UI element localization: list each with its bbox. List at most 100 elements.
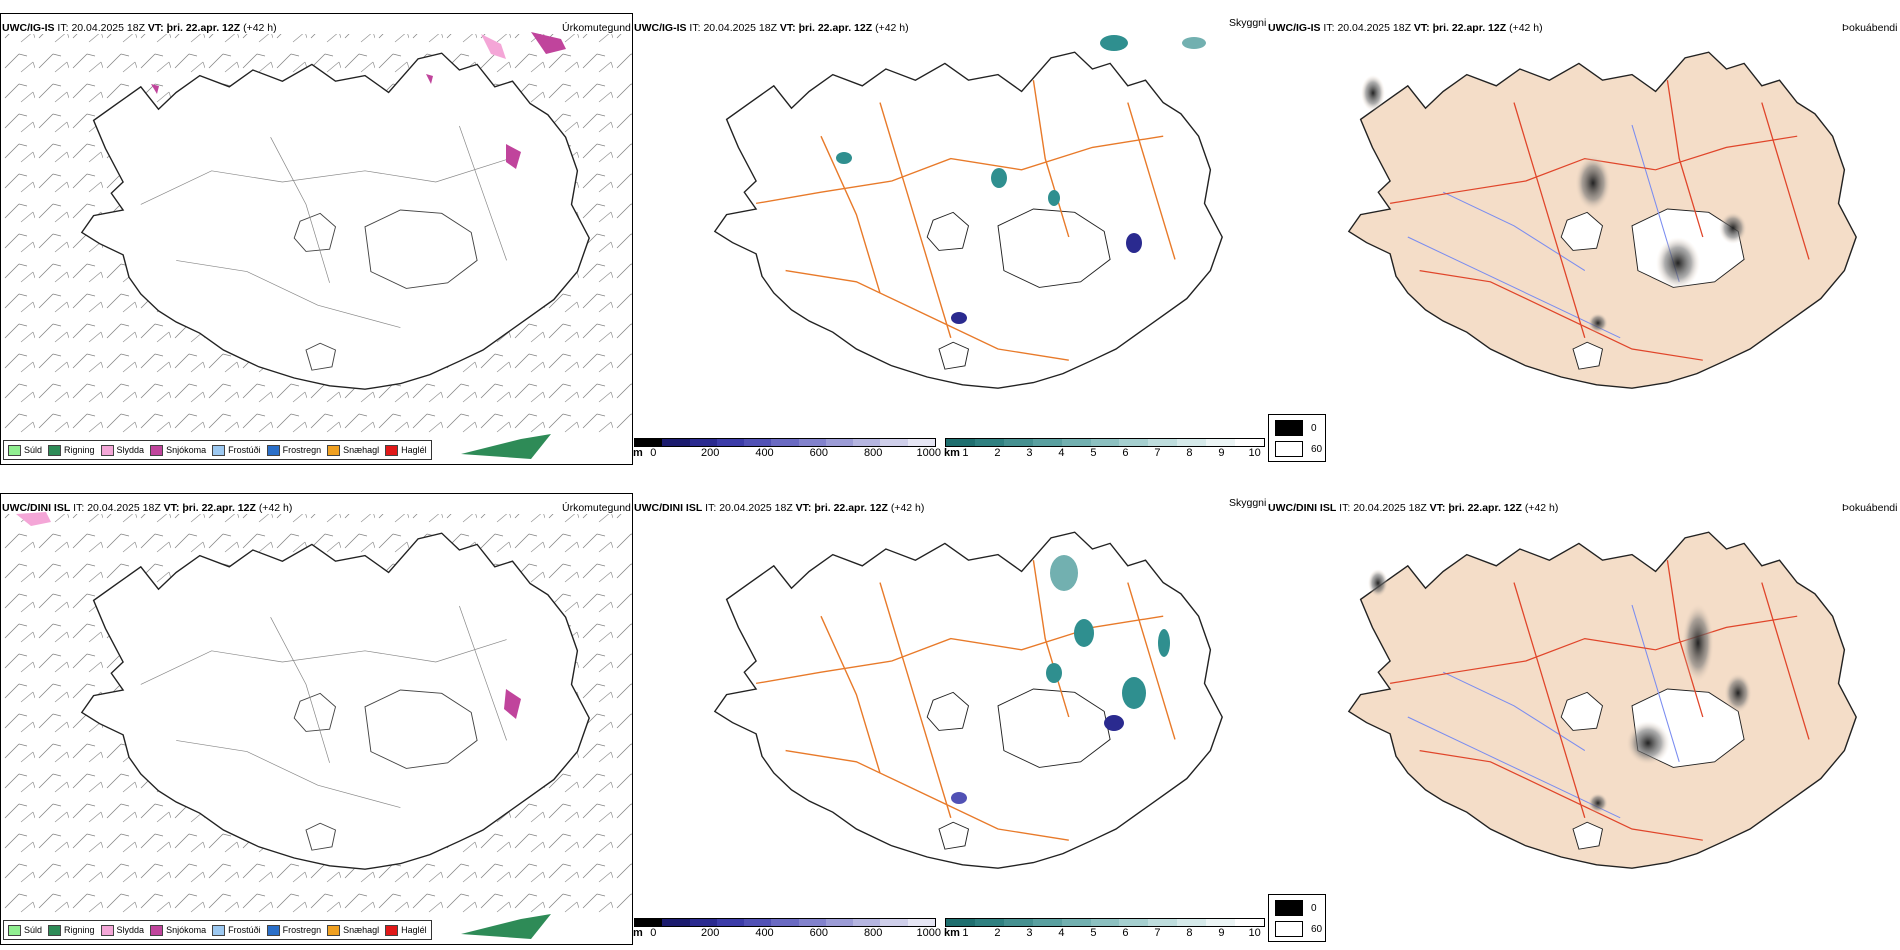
iceland-precip-map-row2 [1,494,633,945]
legend-item: Frostúði [212,444,261,456]
ceiling-panel-row2 [634,493,1267,945]
panel-header-row2-ceiling: UWC/DINI ISL IT: 20.04.2025 18Z VT: þri.… [634,502,924,514]
fog-high-label: 0 [1311,902,1317,914]
legend-swatch [8,444,21,456]
colorbar-segment [716,919,745,926]
colorbar-segment [689,919,717,926]
iceland-fog-map-row2 [1268,493,1900,945]
colorbar-segment [662,439,690,446]
colorbar-segment [689,439,717,446]
legend-item: Rigning [48,924,95,936]
vt-value: þri. 22.apr. 12Z [1432,22,1507,34]
legend-item: Slydda [100,924,145,936]
legend-item: Frostregn [266,924,321,936]
fog-low-label: 60 [1311,443,1323,455]
legend-swatch [150,444,164,456]
precip-panel-row1: Súld Rigning Slydda Snjókoma Frostúði Frostre… [0,13,633,465]
colorbar-tick: 0 [650,927,657,939]
ceiling-panel-row1 [634,13,1267,465]
colorbar-tick: 5 [1090,927,1097,939]
colorbar-tick: 10 [1248,927,1261,939]
colorbar-tick: 1000 [916,927,942,939]
iceland-precip-map-row1 [1,14,633,465]
colorbar-tick: 600 [809,447,829,459]
colorbar-segment [1061,919,1091,926]
panel-header-row1-fog: UWC/IG-IS IT: 20.04.2025 18Z VT: þri. 22… [1268,22,1543,34]
lead-time: (+42 h) [875,22,909,34]
vt-value: þri. 22.apr. 12Z [1448,502,1522,514]
colorbar-segment [635,439,663,446]
colorbar-segment [946,919,975,926]
colorbar-tick: 5 [1090,447,1097,459]
model-name: UWC/IG-IS [1268,22,1321,34]
colorbar-segment [635,919,663,926]
colorbar-segment [1148,439,1178,446]
ceiling-colorbar-row1: 0 200 400 600 800 1000 m [633,438,941,459]
vt-value: þri. 22.apr. 12Z [182,502,256,514]
colorbar-tick: 800 [864,927,883,939]
ceiling-title-row1: Skyggni [1229,17,1267,29]
lead-time: (+42 h) [890,502,925,514]
colorbar-tick: 9 [1218,927,1225,939]
legend-item: Súld [8,924,43,936]
legend-swatch [266,444,280,456]
colorbar-segment [1090,919,1120,926]
it-label: IT: [705,502,717,514]
legend-label: Slydda [116,925,145,935]
legend-swatch [212,924,226,936]
colorbar-tick: 3 [1026,447,1033,459]
fog-low-label: 60 [1311,923,1323,935]
colorbar-tick: 0 [650,447,657,459]
vt-value: þri. 22.apr. 12Z [166,22,241,34]
legend-swatch [150,924,164,936]
it-value: 20.04.2025 18Z [1337,22,1411,34]
it-label: IT: [1339,502,1351,514]
colorbar-segment [1177,919,1207,926]
fog-high-swatch [1275,900,1303,916]
fog-low-swatch [1275,921,1303,937]
colorbar-tick: 6 [1122,447,1129,459]
fog-high-swatch [1275,420,1303,436]
ceiling-colorbar-row2: 0 200 400 600 800 1000 m [633,918,941,939]
vt-value: þri. 22.apr. 12Z [814,502,888,514]
colorbar-segment [946,439,975,446]
colorbar-segment [1061,439,1091,446]
fog-panel-row1 [1268,13,1900,465]
lead-time: (+42 h) [1509,22,1543,34]
precip-type-legend: Súld Rigning Slydda Snjókoma Frostúði Frostre… [3,440,432,460]
colorbar-segment [1119,439,1149,446]
colorbar-segment [798,439,826,446]
iceland-ceiling-map-row2 [634,493,1267,945]
panel-header-row1-precip: UWC/IG-IS IT: 20.04.2025 18Z VT: þri. 22… [2,22,277,34]
colorbar-segment [974,919,1004,926]
colorbar-segment [1206,919,1236,926]
colorbar-segment [662,919,690,926]
precip-panel-row2: Súld Rigning Slydda Snjókoma Frostúði Frostre… [0,493,633,945]
legend-label: Súld [24,925,43,935]
legend-label: Snæhagl [343,925,380,935]
legend-item: Frostregn [266,444,321,456]
colorbar-segment [1032,919,1062,926]
model-name: UWC/IG-IS [2,22,55,34]
colorbar-tick: 800 [864,447,883,459]
colorbar-tick: 4 [1058,447,1065,459]
vt-label: VT: [147,22,164,34]
legend-item: Snæhagl [327,924,380,936]
it-value: 20.04.2025 18Z [1353,502,1427,514]
colorbar-tick: 3 [1026,927,1033,939]
legend-item: Rigning [48,444,95,456]
legend-item: Súld [8,444,42,456]
colorbar-segment [1235,439,1264,446]
legend-swatch [48,924,62,936]
colorbar-tick: 600 [809,927,829,939]
it-label: IT: [73,502,85,514]
legend-item: Snæhagl [327,444,379,456]
vt-label: VT: [795,502,812,514]
legend-item: Haglél [385,444,427,456]
colorbar-tick: 200 [700,927,720,939]
model-name: UWC/IG-IS [634,22,687,34]
colorbar-segment [880,919,908,926]
legend-label: Frostúði [228,445,261,455]
colorbar-segment [880,439,908,446]
legend-item: Snjókoma [150,924,206,936]
